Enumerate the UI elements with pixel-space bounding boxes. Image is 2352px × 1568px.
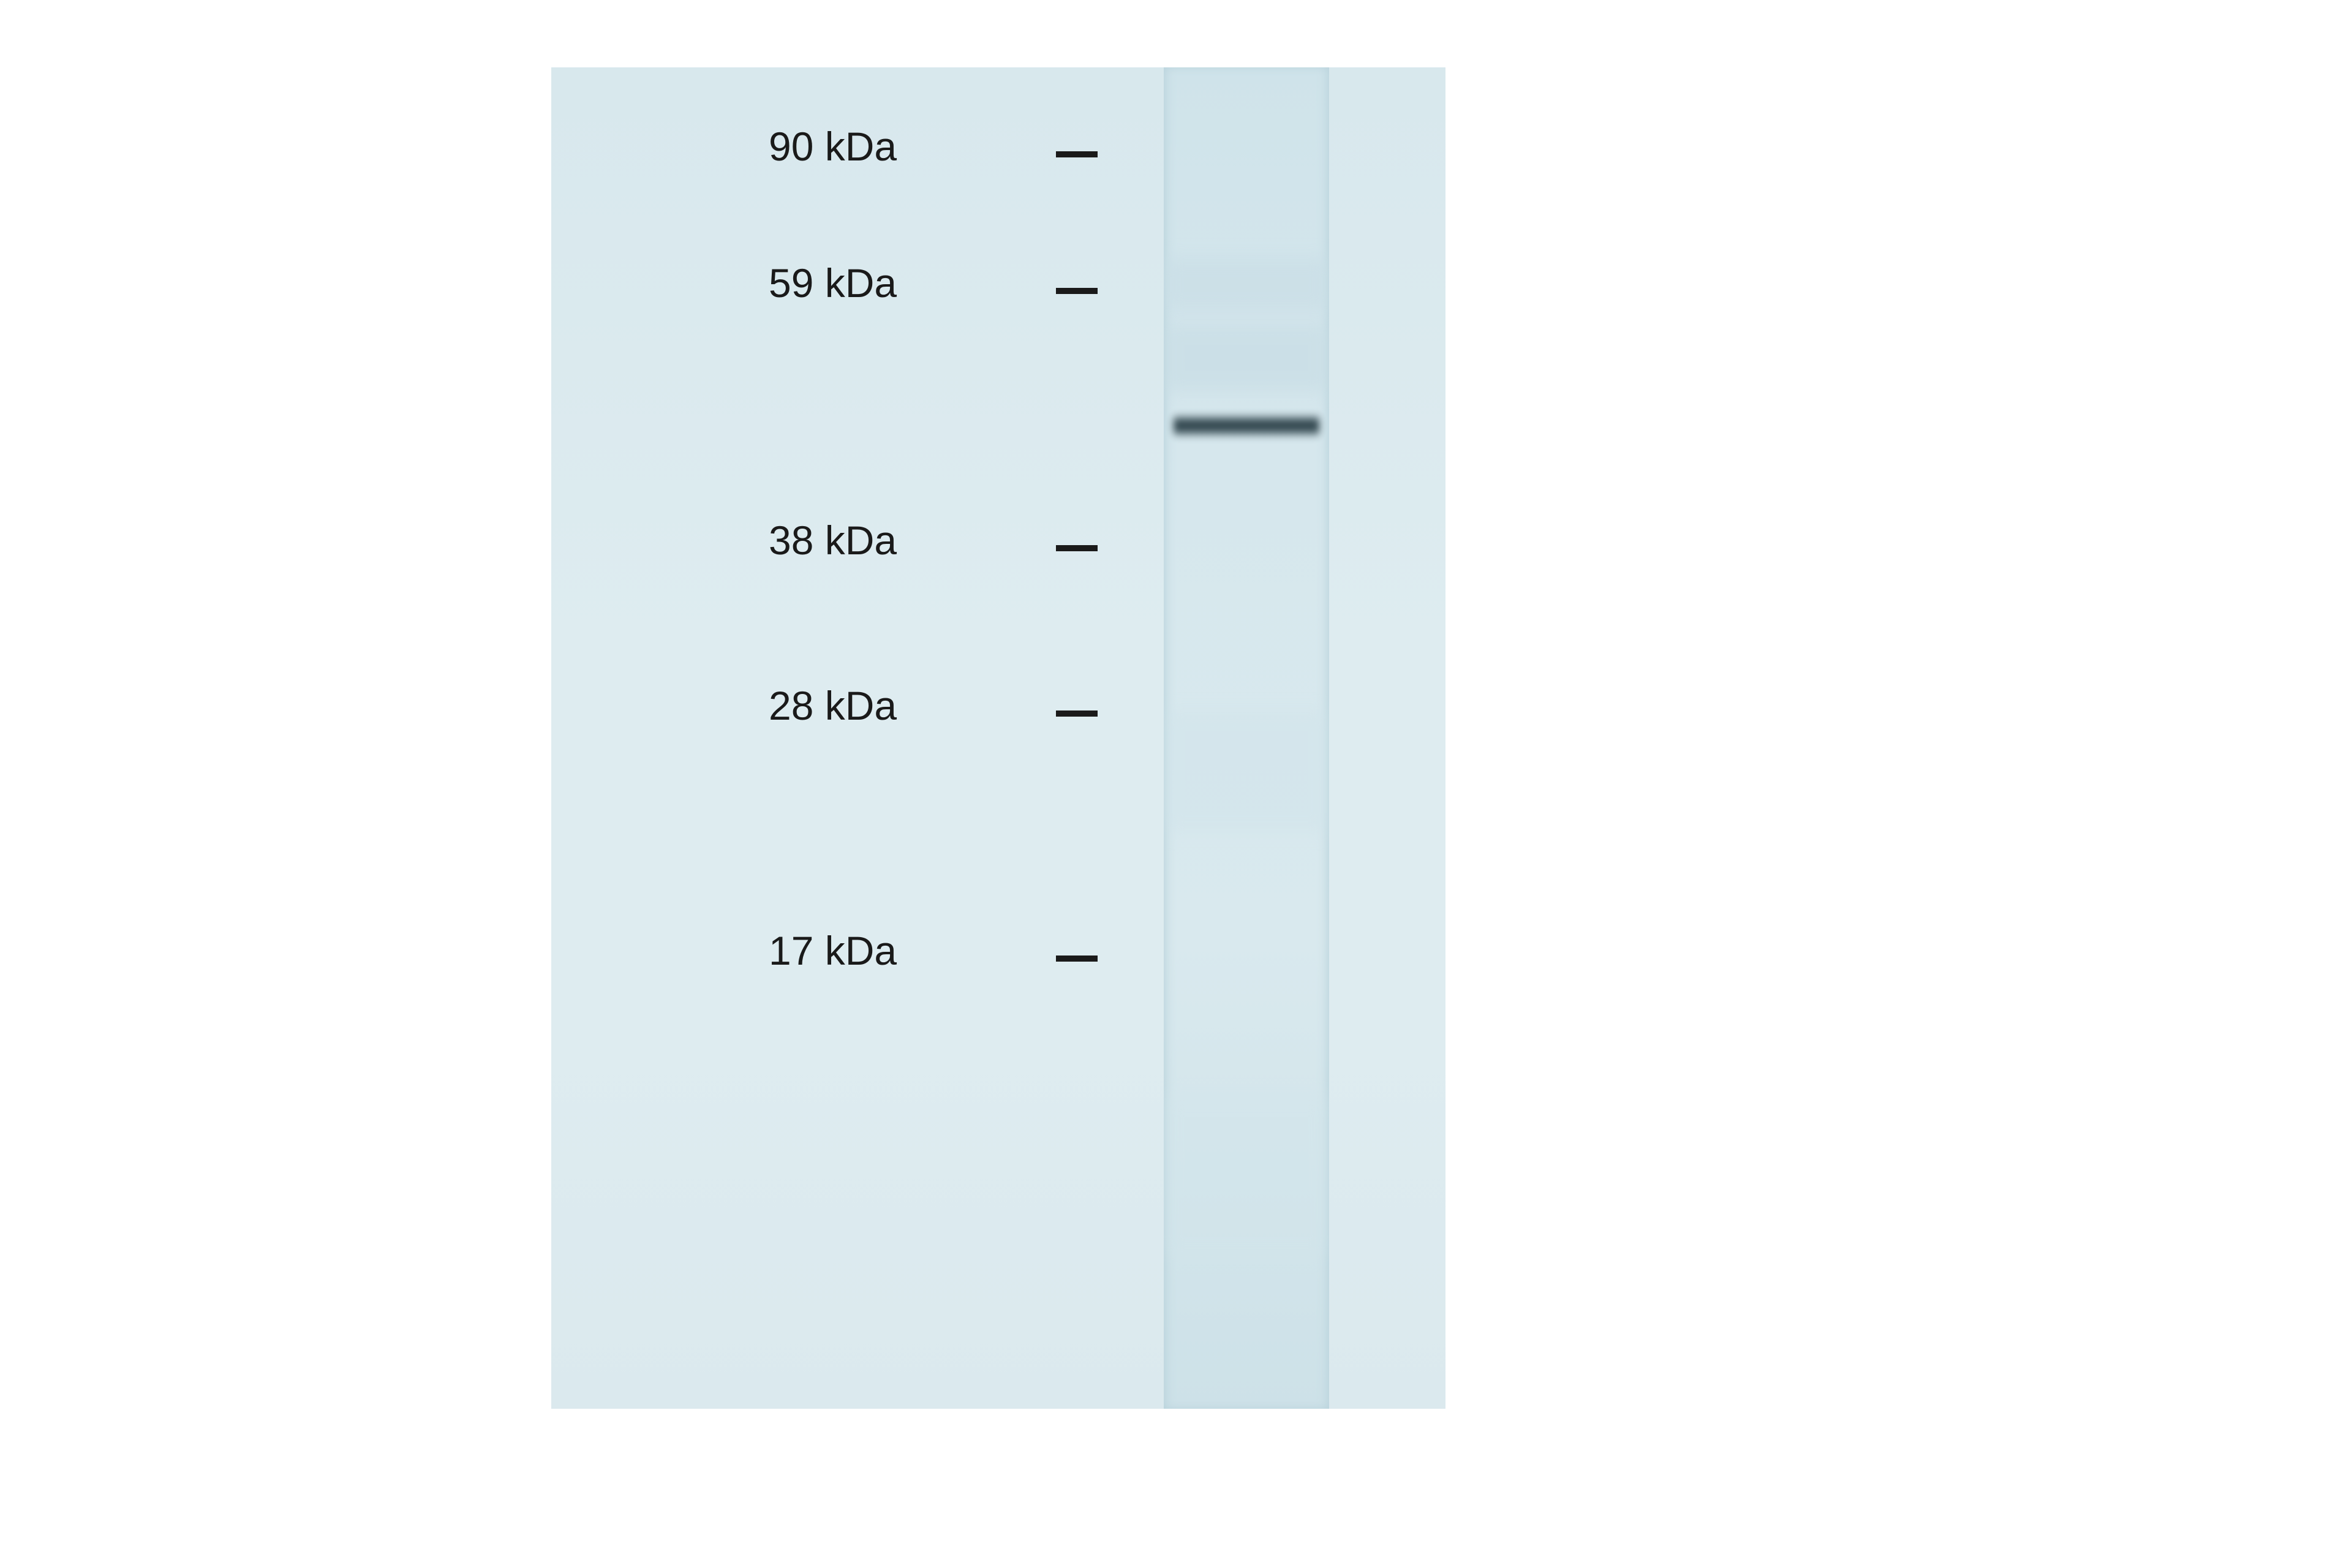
marker-tick [1056,151,1098,157]
lane-smudge [1164,325,1329,392]
marker-tick [1056,288,1098,294]
marker-tick [1056,710,1098,717]
main-band [1174,413,1319,438]
marker-tick [1056,956,1098,962]
marker-label: 38 kDa [769,517,897,564]
gel-lane [1164,67,1329,1409]
marker-label: 90 kDa [769,123,897,170]
lane-smudge [1164,710,1329,833]
marker-tick [1056,545,1098,551]
lane-smudge [1164,1096,1329,1256]
marker-label: 17 kDa [769,927,897,974]
marker-label: 59 kDa [769,260,897,306]
blot-figure: 90 kDa 59 kDa 38 kDa 28 kDa 17 kDa [0,0,2352,1568]
marker-label: 28 kDa [769,682,897,729]
lane-smudge [1164,257,1329,312]
